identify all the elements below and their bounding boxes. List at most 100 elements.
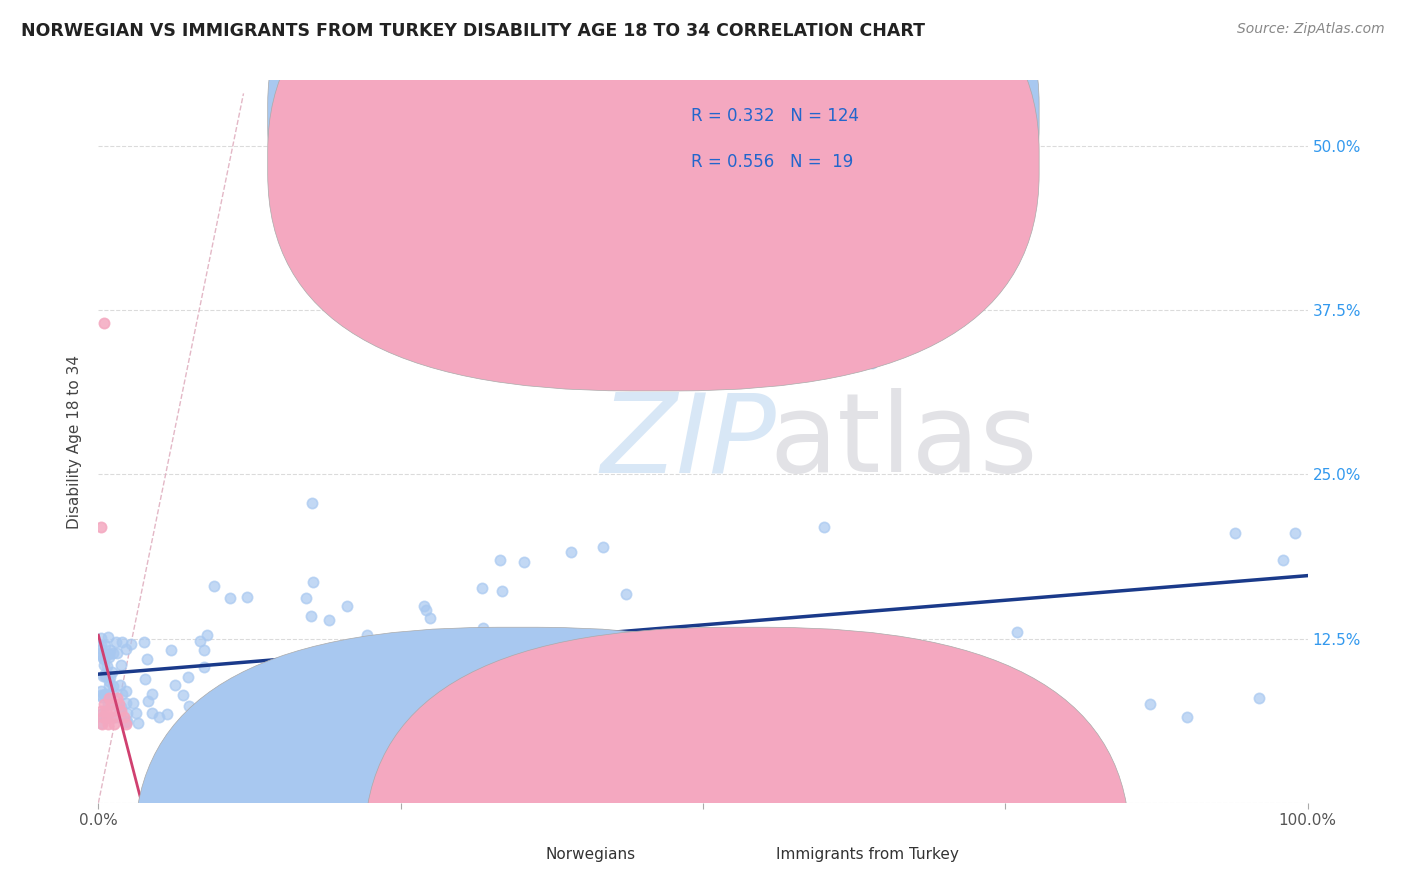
Point bbox=[235, 590, 257, 604]
Point bbox=[90, 683, 112, 698]
Point bbox=[461, 653, 484, 667]
Point bbox=[527, 677, 550, 691]
Point bbox=[104, 635, 127, 649]
Point bbox=[93, 687, 115, 701]
Point bbox=[100, 704, 122, 718]
Point bbox=[103, 717, 125, 731]
Point bbox=[860, 356, 883, 370]
Point bbox=[136, 652, 159, 666]
Point bbox=[98, 649, 121, 664]
Point bbox=[90, 646, 112, 660]
Point bbox=[91, 690, 114, 705]
Point bbox=[115, 706, 138, 720]
Point bbox=[277, 704, 299, 718]
Point bbox=[957, 710, 980, 724]
Point bbox=[97, 697, 120, 711]
Point bbox=[115, 696, 138, 710]
Point bbox=[301, 575, 323, 590]
Point bbox=[789, 690, 811, 705]
Point bbox=[141, 687, 163, 701]
Point bbox=[111, 635, 134, 649]
Point bbox=[110, 704, 132, 718]
Point bbox=[94, 638, 117, 652]
Text: Immigrants from Turkey: Immigrants from Turkey bbox=[776, 847, 959, 862]
Point bbox=[105, 646, 128, 660]
Point bbox=[100, 686, 122, 700]
Point bbox=[112, 710, 135, 724]
Point bbox=[110, 658, 132, 673]
Text: R = 0.332   N = 124: R = 0.332 N = 124 bbox=[690, 107, 859, 125]
Point bbox=[301, 496, 323, 510]
Text: Source: ZipAtlas.com: Source: ZipAtlas.com bbox=[1237, 22, 1385, 37]
Point bbox=[108, 702, 131, 716]
Point bbox=[124, 706, 146, 721]
Point bbox=[90, 641, 112, 656]
Point bbox=[115, 717, 138, 731]
Point bbox=[91, 669, 114, 683]
Point bbox=[212, 706, 235, 720]
Point bbox=[873, 651, 896, 665]
Point bbox=[453, 699, 475, 714]
Point bbox=[1249, 690, 1271, 705]
Point bbox=[193, 642, 215, 657]
Point bbox=[97, 717, 120, 731]
Point bbox=[179, 698, 201, 713]
Point bbox=[138, 694, 160, 708]
Point bbox=[679, 710, 702, 724]
Point bbox=[419, 610, 441, 624]
Point bbox=[409, 648, 432, 663]
Point bbox=[626, 703, 648, 717]
Point bbox=[356, 628, 378, 642]
Point bbox=[195, 627, 218, 641]
Point bbox=[1223, 526, 1246, 541]
Point bbox=[295, 591, 318, 605]
Point bbox=[93, 649, 115, 664]
Point bbox=[704, 770, 727, 784]
Point bbox=[110, 699, 132, 714]
Point bbox=[716, 698, 738, 712]
Point bbox=[91, 651, 114, 665]
Point bbox=[412, 599, 434, 614]
Point bbox=[90, 707, 112, 722]
FancyBboxPatch shape bbox=[606, 87, 957, 193]
Point bbox=[91, 717, 114, 731]
Point bbox=[111, 687, 134, 701]
Point bbox=[90, 716, 112, 731]
Point bbox=[592, 540, 614, 554]
Point bbox=[165, 678, 187, 692]
Point bbox=[93, 689, 115, 703]
Point bbox=[415, 603, 437, 617]
Point bbox=[477, 681, 499, 696]
Point bbox=[97, 673, 120, 688]
Point bbox=[155, 706, 177, 721]
Point bbox=[614, 587, 637, 601]
Point bbox=[90, 520, 112, 534]
Point bbox=[122, 696, 145, 710]
Point bbox=[160, 642, 183, 657]
Point bbox=[90, 648, 112, 662]
Point bbox=[172, 688, 194, 702]
Point bbox=[148, 710, 170, 724]
Point bbox=[94, 669, 117, 683]
Point bbox=[188, 633, 211, 648]
Point bbox=[98, 643, 121, 657]
Point bbox=[1272, 553, 1295, 567]
Point bbox=[98, 690, 121, 705]
Point bbox=[110, 678, 132, 692]
Point bbox=[90, 704, 112, 718]
Point bbox=[488, 553, 510, 567]
Point bbox=[336, 599, 359, 614]
Point bbox=[114, 714, 136, 729]
Point bbox=[96, 710, 118, 724]
Point bbox=[101, 665, 124, 680]
Point bbox=[97, 647, 120, 661]
Point bbox=[98, 670, 121, 684]
Point bbox=[560, 545, 582, 559]
Point bbox=[108, 698, 131, 712]
Point bbox=[813, 520, 835, 534]
Point bbox=[115, 714, 138, 728]
Point bbox=[94, 711, 117, 725]
Point bbox=[93, 652, 115, 666]
Point bbox=[90, 632, 112, 646]
Point bbox=[1139, 698, 1161, 712]
